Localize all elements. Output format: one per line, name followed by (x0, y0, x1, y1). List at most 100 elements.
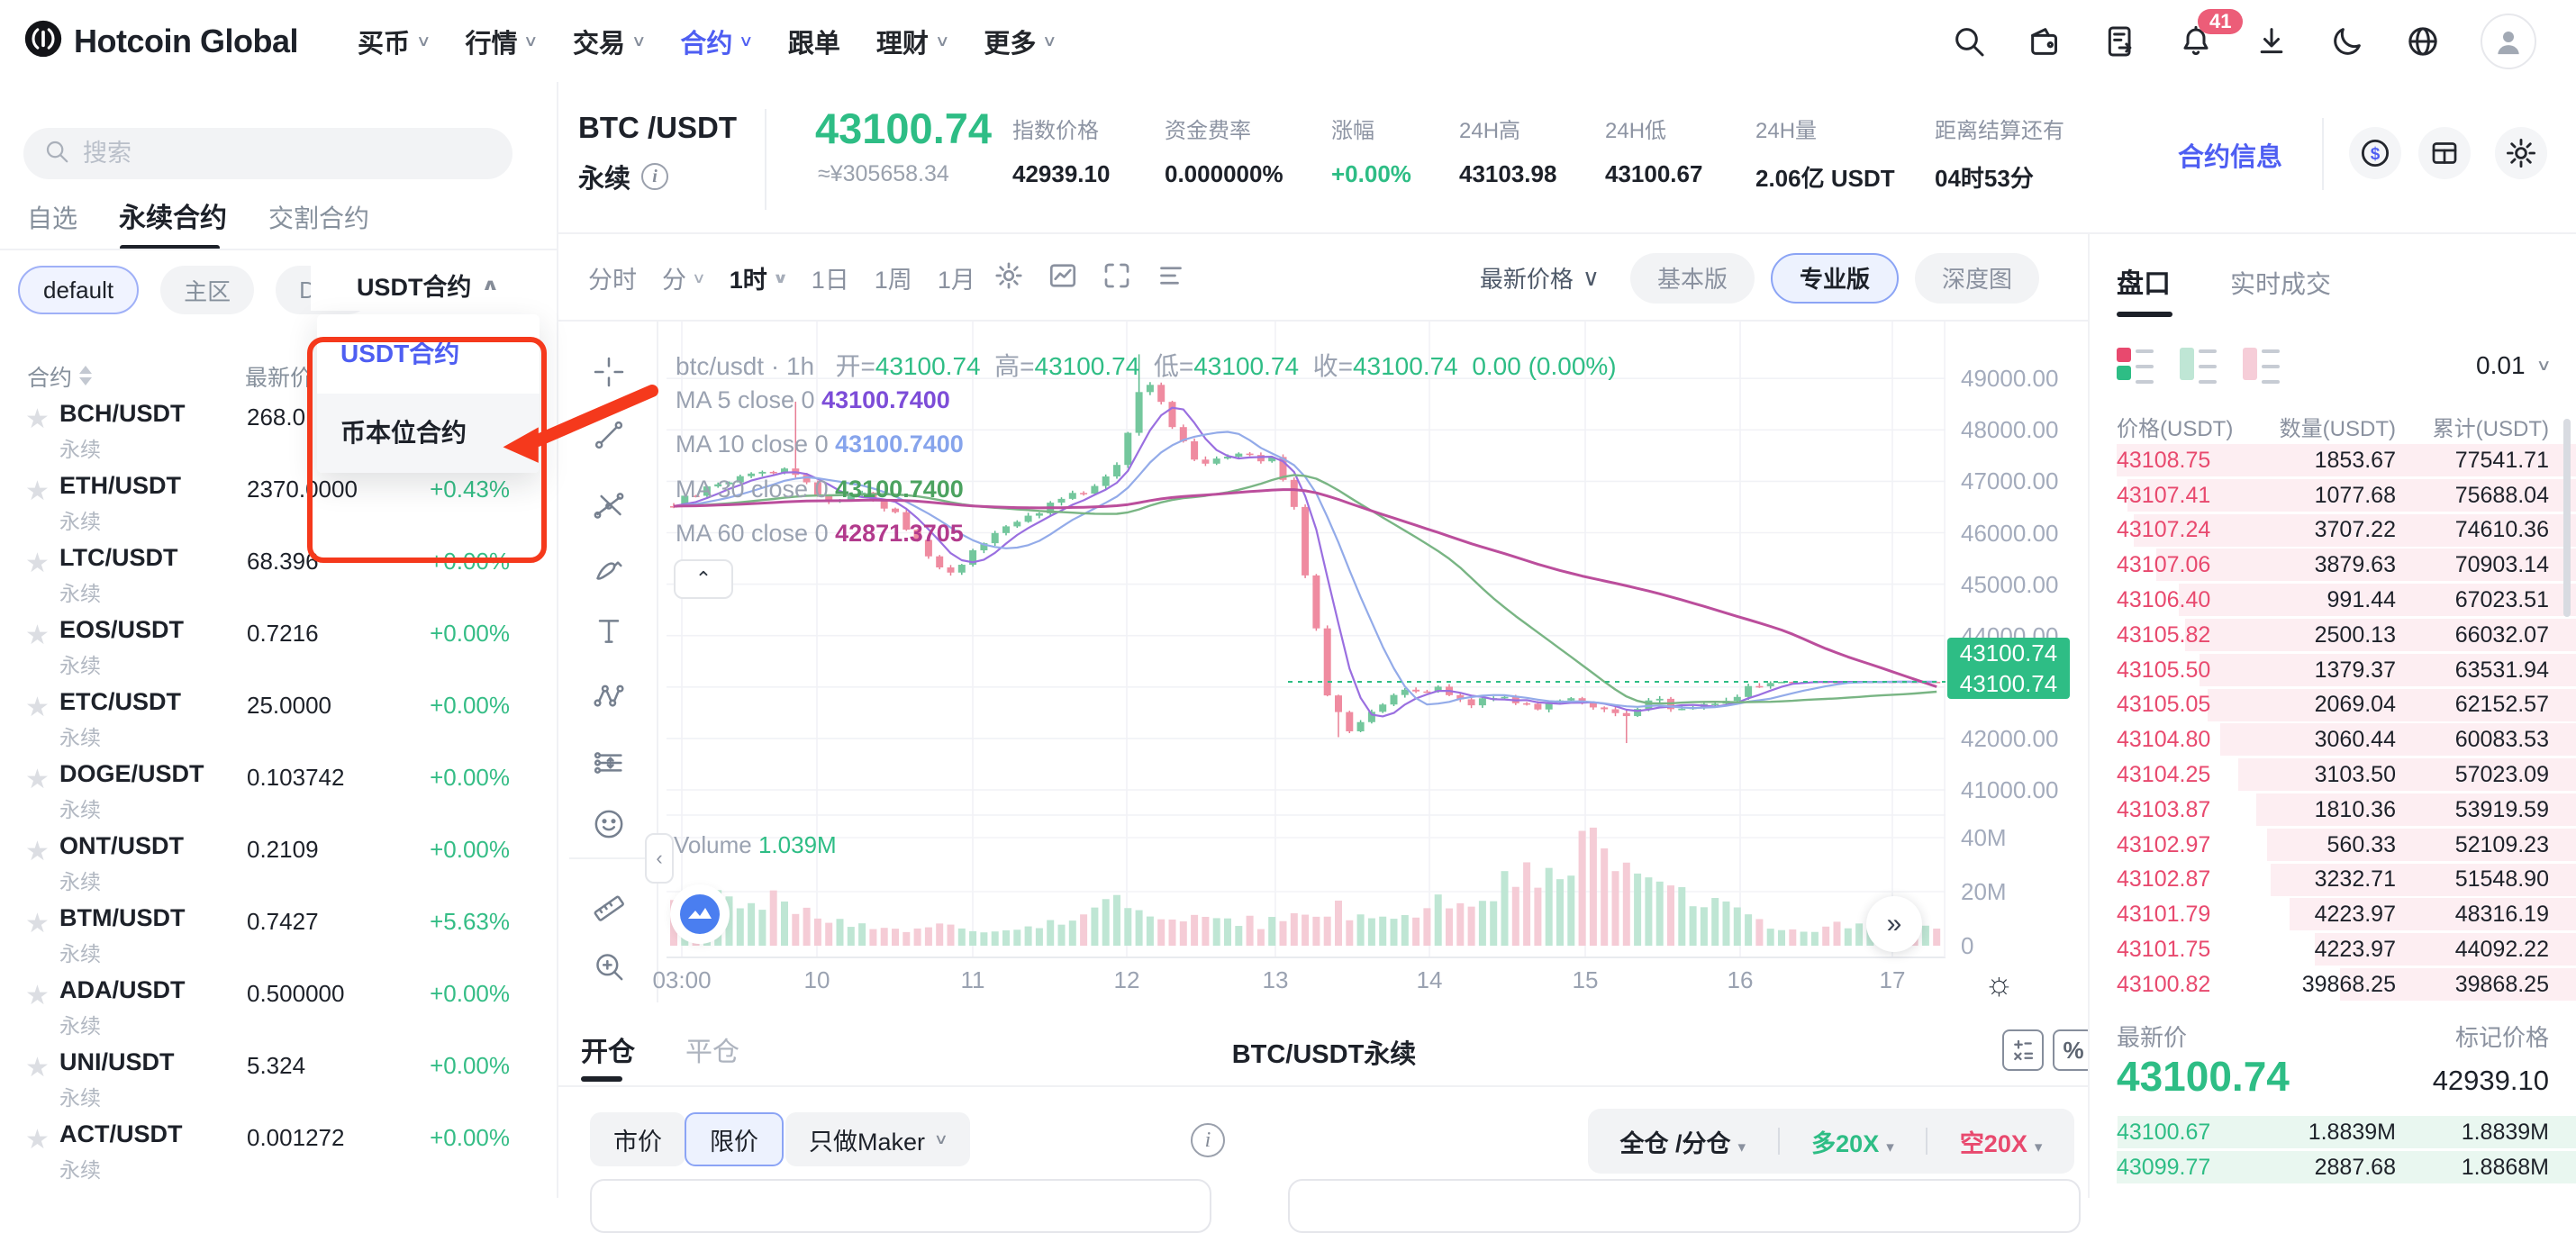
dark-mode-moon-icon[interactable] (2329, 23, 2365, 59)
price-input[interactable] (590, 1179, 1211, 1233)
dropdown-option-usdt[interactable]: USDT合约 (340, 340, 460, 367)
language-globe-icon[interactable] (2405, 23, 2441, 59)
dropdown-toggle[interactable]: USDT合约 ∧ (311, 258, 543, 311)
tab-favorites[interactable]: 自选 (27, 204, 78, 232)
nav-item-交易[interactable]: 交易 ∨ (573, 23, 647, 60)
coin-row-LTC/USDT[interactable]: ★ LTC/USDT 永续 68.396 +0.00% (0, 540, 558, 612)
tab-perpetual[interactable]: 永续合约 (119, 204, 228, 233)
ask-row[interactable]: 43107.41 1077.68 75688.04 (2090, 478, 2576, 513)
chart-settings-gear-icon[interactable] (993, 259, 1025, 296)
interval-分[interactable]: 分 ∨ (662, 260, 706, 295)
favorite-star-icon[interactable]: ★ (25, 837, 50, 866)
pattern-tool-icon[interactable] (591, 678, 627, 714)
coin-row-ACT/USDT[interactable]: ★ ACT/USDT 永续 0.001272 +0.00% (0, 1117, 558, 1189)
mode-basic[interactable]: 基本版 (1629, 252, 1755, 304)
coin-row-BCH/USDT[interactable]: ★ BCH/USDT 永续 268.0 (0, 396, 558, 468)
brand[interactable]: Hotcoin Global (23, 19, 299, 63)
info-icon[interactable]: i (1191, 1123, 1225, 1157)
user-avatar[interactable] (2481, 13, 2536, 69)
col-pair[interactable]: 合约 (27, 360, 93, 393)
layout-icon[interactable] (2418, 127, 2471, 179)
coin-row-BTM/USDT[interactable]: ★ BTM/USDT 永续 0.7427 +5.63% (0, 901, 558, 973)
ask-row[interactable]: 43107.06 3879.63 70903.14 (2090, 548, 2576, 583)
coin-row-UNI/USDT[interactable]: ★ UNI/USDT 永续 5.324 +0.00% (0, 1045, 558, 1117)
view-both-icon[interactable] (2117, 348, 2154, 385)
settings-gear-icon[interactable] (2495, 127, 2547, 179)
order-type-maker[interactable]: 只做Maker ∨ (785, 1112, 970, 1166)
calculator-icon[interactable] (2002, 1029, 2044, 1071)
view-bids-icon[interactable] (2180, 348, 2218, 385)
ask-row[interactable]: 43100.82 39868.25 39868.25 (2090, 967, 2576, 1002)
view-asks-icon[interactable] (2243, 348, 2281, 385)
ask-row[interactable]: 43106.40 991.44 67023.51 (2090, 583, 2576, 618)
chip-主区[interactable]: 主区 (160, 266, 255, 314)
theme-sun-icon[interactable]: ☼ (1984, 965, 2014, 1002)
dropdown-option-coin-margined[interactable]: 币本位合约 (317, 394, 540, 473)
favorite-star-icon[interactable]: ★ (25, 1125, 50, 1155)
tab-close-position[interactable]: 平仓 (685, 1038, 739, 1067)
ruler-tool-icon[interactable] (591, 887, 627, 923)
search-input[interactable] (83, 140, 493, 168)
order-type-limit[interactable]: 限价 (685, 1112, 784, 1166)
trendline-tool-icon[interactable] (591, 417, 627, 453)
download-icon[interactable] (2254, 23, 2290, 59)
chart-style-icon[interactable] (1047, 259, 1079, 296)
interval-1日[interactable]: 1日 (812, 260, 849, 295)
interval-1时[interactable]: 1时 ∨ (730, 260, 788, 295)
coin-row-EOS/USDT[interactable]: ★ EOS/USDT 永续 0.7216 +0.00% (0, 612, 558, 684)
precision-select[interactable]: 0.01 ∨ (2476, 351, 2552, 379)
favorite-star-icon[interactable]: ★ (25, 693, 50, 722)
brush-tool-icon[interactable] (591, 552, 627, 588)
search-icon[interactable] (1951, 23, 1987, 59)
fee-dollar-icon[interactable]: $ (2349, 127, 2401, 179)
interval-1月[interactable]: 1月 (938, 260, 975, 295)
tab-delivery[interactable]: 交割合约 (268, 204, 370, 232)
nav-item-合约[interactable]: 合约 ∨ (680, 23, 754, 60)
ask-row[interactable]: 43104.25 3103.50 57023.09 (2090, 757, 2576, 793)
fullscreen-icon[interactable] (1101, 259, 1133, 296)
contract-info-link[interactable]: 合约信息 (2178, 143, 2283, 172)
ask-row[interactable]: 43102.97 560.33 52109.23 (2090, 828, 2576, 863)
order-type-market[interactable]: 市价 (590, 1112, 685, 1166)
wallet-icon[interactable] (2027, 23, 2063, 59)
tab-open-position[interactable]: 开仓 (581, 1038, 635, 1067)
indicators-list-icon[interactable] (1155, 259, 1187, 296)
ask-row[interactable]: 43105.82 2500.13 66032.07 (2090, 618, 2576, 653)
nav-item-行情[interactable]: 行情 ∨ (465, 23, 539, 60)
ask-row[interactable]: 43105.50 1379.37 63531.94 (2090, 653, 2576, 688)
text-tool-icon[interactable] (591, 613, 627, 649)
leverage-long-select[interactable]: 多20X ▾ (1811, 1129, 1894, 1157)
favorite-star-icon[interactable]: ★ (25, 765, 50, 794)
leverage-short-select[interactable]: 空20X ▾ (1959, 1129, 2043, 1157)
favorite-star-icon[interactable]: ★ (25, 1053, 50, 1083)
favorite-star-icon[interactable]: ★ (25, 549, 50, 578)
ask-row[interactable]: 43104.80 3060.44 60083.53 (2090, 722, 2576, 757)
emoji-tool-icon[interactable] (591, 806, 627, 842)
bid-row[interactable]: 43100.67 1.8839M 1.8839M (2090, 1115, 2576, 1150)
nav-item-更多[interactable]: 更多 ∨ (984, 23, 1057, 60)
amount-input[interactable] (1288, 1179, 2081, 1233)
coin-row-ONT/USDT[interactable]: ★ ONT/USDT 永续 0.2109 +0.00% (0, 829, 558, 901)
notifications-bell-icon[interactable]: 41 (2178, 8, 2244, 59)
bid-row[interactable]: 43099.77 2887.68 1.8868M (2090, 1150, 2576, 1185)
pitchfork-tool-icon[interactable] (591, 487, 627, 523)
favorite-star-icon[interactable]: ★ (25, 909, 50, 938)
nav-item-买币[interactable]: 买币 ∨ (358, 23, 431, 60)
interval-分时[interactable]: 分时 (588, 260, 637, 295)
orders-icon[interactable] (2102, 23, 2138, 59)
favorite-star-icon[interactable]: ★ (25, 981, 50, 1011)
coin-row-ETC/USDT[interactable]: ★ ETC/USDT 永续 25.0000 +0.00% (0, 684, 558, 757)
ask-row[interactable]: 43105.05 2069.04 62152.57 (2090, 688, 2576, 723)
ask-row[interactable]: 43103.87 1810.36 53919.59 (2090, 793, 2576, 828)
favorite-star-icon[interactable]: ★ (25, 621, 50, 650)
col-price[interactable]: 最新价 (245, 366, 313, 391)
scroll-to-latest-button[interactable]: » (1866, 896, 1922, 952)
projection-tool-icon[interactable] (591, 745, 627, 781)
nav-item-跟单[interactable]: 跟单 (788, 23, 840, 60)
favorite-star-icon[interactable]: ★ (25, 476, 50, 506)
interval-1周[interactable]: 1周 (875, 260, 912, 295)
coin-row-ADA/USDT[interactable]: ★ ADA/USDT 永续 0.500000 +0.00% (0, 973, 558, 1045)
mode-pro[interactable]: 专业版 (1770, 252, 1899, 304)
tab-trades[interactable]: 实时成交 (2230, 270, 2332, 298)
nav-item-理财[interactable]: 理财 ∨ (876, 23, 950, 60)
